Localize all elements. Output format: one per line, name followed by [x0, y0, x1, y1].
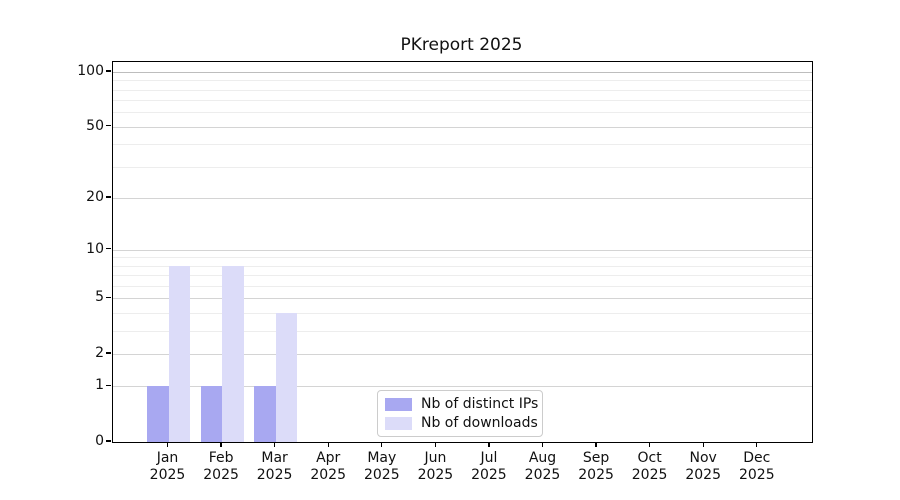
gridline-major	[113, 249, 812, 251]
x-tick-label: Jun 2025	[403, 450, 467, 483]
x-tick-mark	[702, 442, 704, 447]
y-tick-mark	[106, 125, 111, 127]
y-tick-label: 0	[95, 433, 104, 449]
gridline-minor	[113, 330, 812, 332]
x-tick-year: 2025	[631, 466, 668, 483]
x-tick-month: Jan	[156, 450, 179, 466]
legend: Nb of distinct IPs Nb of downloads	[377, 390, 543, 437]
x-tick-label: Jul 2025	[457, 450, 521, 483]
gridline-major	[113, 197, 812, 199]
x-tick-mark	[648, 442, 651, 447]
y-tick-mark	[106, 384, 111, 387]
gridline-minor	[113, 286, 812, 287]
gridline-minor	[113, 89, 812, 91]
gridline-minor	[113, 112, 812, 114]
x-tick-year: 2025	[685, 466, 721, 483]
x-tick-month: Jun	[424, 450, 447, 466]
legend-swatch-distinct-ips	[385, 397, 412, 411]
gridline-minor	[113, 257, 812, 259]
y-tick-label: 2	[95, 344, 104, 361]
x-tick-month: Mar	[261, 450, 288, 466]
x-tick-month: Nov	[689, 450, 717, 466]
y-tick-mark	[106, 248, 111, 250]
x-tick-label: Apr 2025	[296, 450, 360, 483]
x-tick-label: Mar 2025	[243, 450, 307, 483]
x-tick-mark	[166, 442, 169, 447]
gridline-minor	[113, 100, 812, 102]
gridline-major	[113, 386, 812, 388]
x-tick-year: 2025	[310, 466, 346, 483]
x-tick-year: 2025	[578, 466, 614, 483]
gridline-minor	[113, 166, 812, 168]
x-tick-month: Dec	[743, 450, 771, 466]
x-tick-mark	[756, 442, 758, 447]
y-tick-label: 20	[86, 188, 104, 205]
x-tick-mark	[220, 442, 222, 447]
gridline-minor	[113, 144, 812, 146]
y-tick-label: 1	[95, 377, 104, 394]
bar-nb-of-distinct-ips-jan	[147, 386, 169, 442]
x-tick-month: Aug	[528, 450, 557, 466]
bar-nb-of-downloads-mar	[275, 313, 298, 442]
x-tick-label: May 2025	[350, 450, 414, 483]
x-tick-month: Jul	[480, 450, 498, 466]
legend-swatch-downloads	[385, 416, 412, 430]
y-tick-mark	[106, 196, 111, 198]
y-tick-mark	[106, 440, 111, 442]
gridline-major	[113, 126, 812, 128]
x-tick-label: Sep 2025	[564, 450, 628, 483]
x-tick-label: Dec 2025	[725, 450, 789, 483]
x-tick-month: May	[367, 450, 397, 466]
x-tick-mark	[541, 442, 544, 447]
x-tick-month: Sep	[582, 450, 610, 466]
x-tick-month: Feb	[208, 450, 234, 466]
x-tick-year: 2025	[738, 466, 775, 483]
x-tick-mark	[434, 442, 437, 447]
x-tick-month: Apr	[316, 450, 341, 466]
gridline-major	[113, 72, 812, 73]
x-tick-month: Oct	[637, 450, 662, 466]
gridline-major	[113, 298, 812, 300]
legend-entry-downloads: Nb of downloads	[385, 414, 538, 432]
x-tick-year: 2025	[149, 466, 186, 483]
plot-area	[112, 61, 813, 443]
y-tick-label: 50	[86, 117, 104, 134]
legend-label-downloads: Nb of downloads	[421, 415, 538, 431]
chart-title: PKreport 2025	[400, 35, 523, 55]
x-tick-mark	[595, 442, 597, 447]
x-tick-mark	[488, 442, 490, 447]
gridline-minor	[113, 275, 812, 277]
bar-nb-of-downloads-feb	[222, 265, 244, 442]
x-tick-label: Aug 2025	[511, 450, 575, 483]
gridline-major	[113, 353, 812, 355]
x-tick-label: Feb 2025	[189, 450, 253, 483]
x-tick-label: Oct 2025	[618, 450, 682, 483]
y-tick-label: 10	[86, 240, 104, 257]
y-tick-mark	[106, 352, 111, 354]
x-tick-year: 2025	[471, 466, 507, 483]
x-tick-year: 2025	[524, 466, 561, 483]
x-tick-mark	[327, 442, 329, 447]
x-tick-year: 2025	[363, 466, 400, 483]
y-tick-mark	[106, 70, 111, 72]
gridline-minor	[113, 313, 812, 314]
bar-nb-of-distinct-ips-feb	[200, 386, 223, 442]
x-tick-year: 2025	[203, 466, 239, 483]
gridline-minor	[113, 80, 812, 82]
x-tick-year: 2025	[417, 466, 454, 483]
x-tick-label: Jan 2025	[136, 450, 200, 483]
y-tick-label: 5	[95, 289, 104, 306]
legend-entry-distinct-ips: Nb of distinct IPs	[385, 395, 538, 413]
x-tick-mark	[381, 442, 383, 447]
y-tick-label: 100	[77, 63, 104, 79]
bar-nb-of-distinct-ips-mar	[254, 386, 276, 442]
x-tick-year: 2025	[256, 466, 293, 483]
legend-label-distinct-ips: Nb of distinct IPs	[421, 396, 539, 412]
x-tick-label: Nov 2025	[671, 450, 735, 483]
gridline-minor	[113, 265, 812, 267]
x-tick-mark	[273, 442, 276, 447]
y-tick-mark	[106, 296, 111, 299]
bar-nb-of-downloads-jan	[168, 265, 190, 442]
